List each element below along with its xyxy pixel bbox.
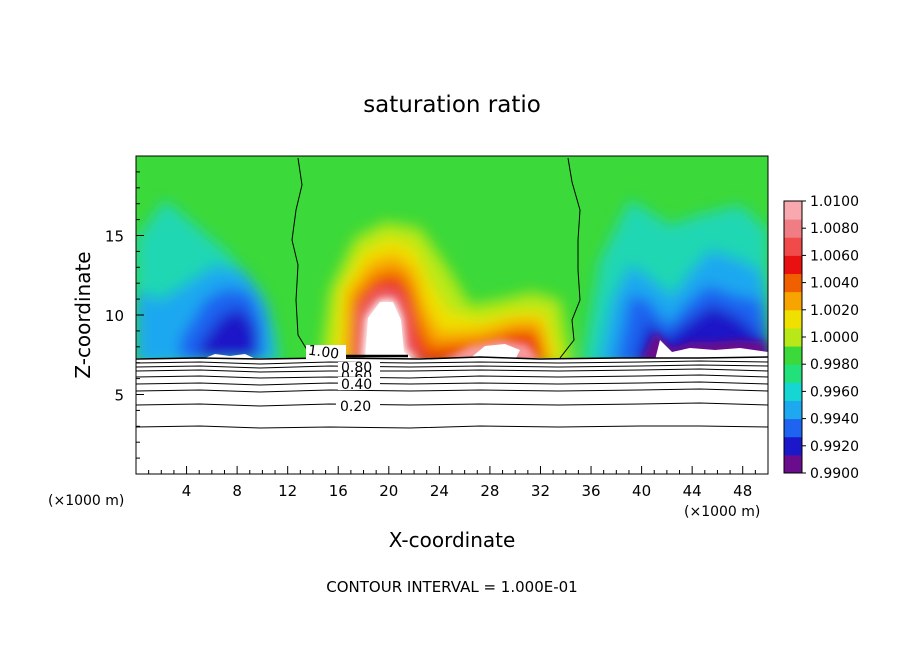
colorbar-level-label: 1.0100 <box>810 194 859 210</box>
y-axis-ticks: 5 10 15 <box>105 171 144 459</box>
colorbar-swatch <box>784 454 802 474</box>
colorbar-swatch <box>784 382 802 401</box>
colorbar-swatch <box>784 327 802 347</box>
colorbar: 1.0100 1.0080 1.0060 1.0040 1.0020 1.0000 0.99… <box>783 194 859 482</box>
colorbar-swatch <box>784 237 802 256</box>
x-tick-label: 24 <box>430 482 449 500</box>
colorbar-swatch <box>784 418 802 438</box>
colorbar-swatch <box>784 219 802 238</box>
x-axis-label: X-coordinate <box>389 528 516 552</box>
x-tick-label: 40 <box>632 482 651 500</box>
y-tick-label: 15 <box>105 228 124 246</box>
contour-label-0-80: 0.80 <box>341 360 372 376</box>
y-tick-label: 5 <box>114 387 124 405</box>
colorbar-level-label: 0.9940 <box>810 412 859 428</box>
x-tick-label: 4 <box>182 482 192 500</box>
colorbar-swatch <box>784 273 802 293</box>
colorbar-swatch <box>784 400 802 420</box>
contour-lines <box>135 157 769 429</box>
x-tick-label: 16 <box>329 482 348 500</box>
colorbar-level-label: 1.0080 <box>810 221 859 237</box>
colorbar-level-label: 0.9920 <box>810 439 859 455</box>
colorbar-swatch <box>784 346 802 365</box>
contour-label-0-40: 0.40 <box>341 377 372 393</box>
colorbar-swatch <box>784 436 802 456</box>
colorbar-swatch <box>784 255 802 275</box>
x-tick-label: 32 <box>531 482 550 500</box>
x-tick-label: 12 <box>278 482 297 500</box>
x-axis-ticks: 4 8 12 16 20 24 28 32 36 40 44 48 <box>148 466 756 500</box>
colorbar-swatch <box>784 309 802 329</box>
contour-labels: 1.00 0.80 0.60 0.40 0.20 <box>306 343 380 415</box>
saturation-field <box>136 156 768 359</box>
contour-1-00-east <box>559 157 581 359</box>
contour-label-0-20: 0.20 <box>340 399 371 415</box>
colorbar-level-label: 0.9900 <box>810 466 859 482</box>
chart-title: saturation ratio <box>363 92 541 118</box>
x-tick-label: 36 <box>581 482 600 500</box>
x-tick-label: 44 <box>683 482 702 500</box>
contour-label-1-00: 1.00 <box>307 343 340 363</box>
cloud-base-line <box>135 356 769 360</box>
x-unit-left: (×1000 m) <box>48 493 124 509</box>
x-tick-label: 48 <box>733 482 752 500</box>
x-tick-label: 8 <box>232 482 242 500</box>
colorbar-level-label: 1.0040 <box>810 276 859 292</box>
colorbar-level-label: 1.0000 <box>810 330 859 346</box>
y-tick-label: 10 <box>105 307 124 325</box>
x-tick-label: 28 <box>480 482 499 500</box>
colorbar-level-label: 1.0020 <box>810 303 859 319</box>
colorbar-swatch <box>784 291 802 311</box>
colorbar-swatches <box>784 201 802 474</box>
colorbar-labels: 1.0100 1.0080 1.0060 1.0040 1.0020 1.0000 0.99… <box>802 194 859 482</box>
y-axis-label: Z-coordinate <box>71 251 95 378</box>
colorbar-swatch <box>784 201 802 220</box>
colorbar-level-label: 1.0060 <box>810 248 859 264</box>
colorbar-level-label: 0.9980 <box>810 357 859 373</box>
contour-1-00-west <box>291 157 313 359</box>
x-tick-label: 20 <box>379 482 398 500</box>
colorbar-level-label: 0.9960 <box>810 384 859 400</box>
colorbar-swatch <box>784 364 802 383</box>
x-unit-right: (×1000 m) <box>684 504 760 520</box>
contour-interval-note: CONTOUR INTERVAL = 1.000E-01 <box>326 578 577 596</box>
